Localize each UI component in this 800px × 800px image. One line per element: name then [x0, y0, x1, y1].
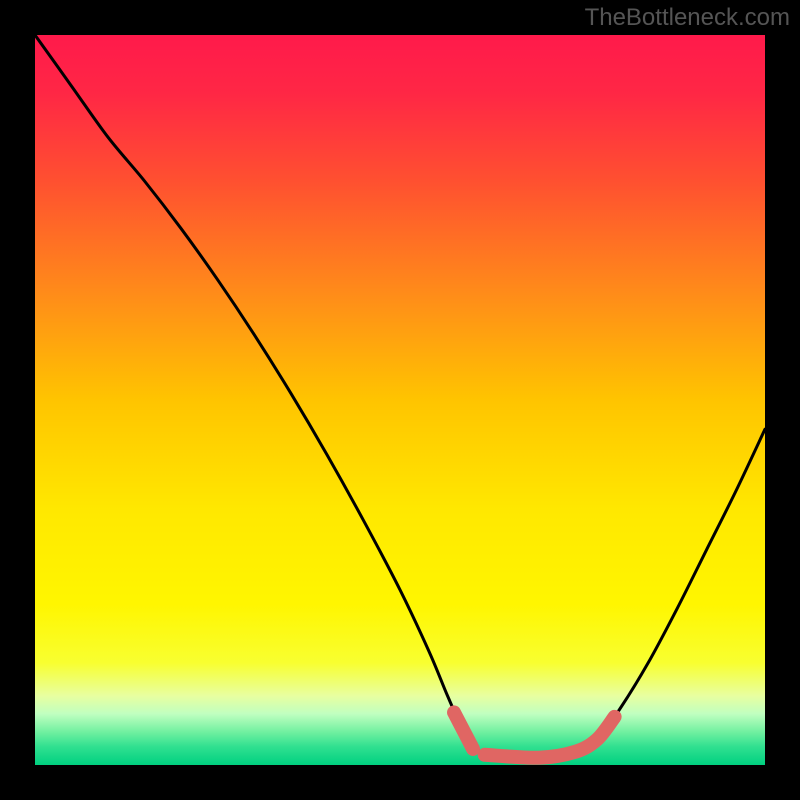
heat-gradient-background: [35, 35, 765, 765]
bottleneck-chart: [35, 35, 765, 765]
source-attribution: TheBottleneck.com: [585, 4, 790, 32]
